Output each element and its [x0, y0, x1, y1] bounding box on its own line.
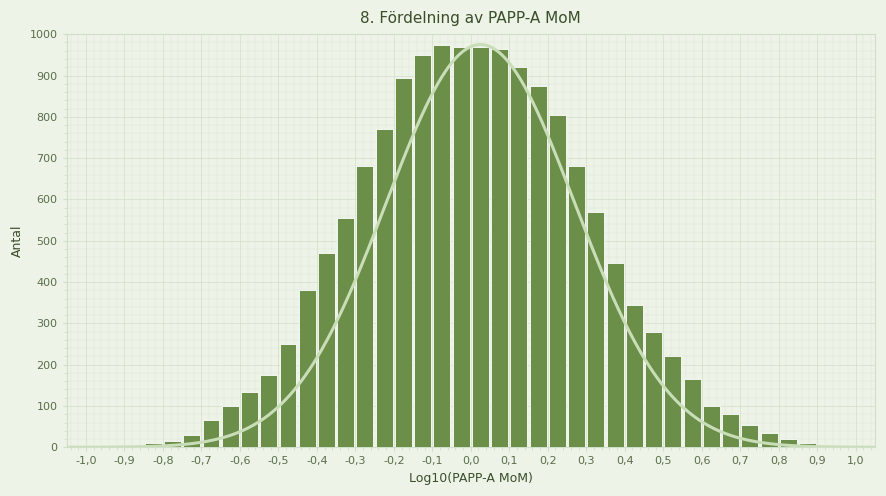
Bar — [183, 435, 200, 447]
Bar — [607, 263, 624, 447]
Bar — [742, 425, 758, 447]
Bar — [433, 45, 450, 447]
Bar — [703, 406, 719, 447]
Bar — [760, 433, 778, 447]
Bar — [780, 439, 797, 447]
Bar — [126, 445, 143, 447]
X-axis label: Log10(PAPP-A MoM): Log10(PAPP-A MoM) — [408, 472, 532, 485]
Bar — [722, 414, 739, 447]
Bar — [530, 86, 547, 447]
Bar — [299, 290, 315, 447]
Bar — [587, 212, 604, 447]
Bar — [491, 49, 509, 447]
Bar — [87, 446, 104, 447]
Bar — [338, 218, 354, 447]
Bar — [203, 421, 220, 447]
Bar — [568, 167, 585, 447]
Bar — [664, 357, 681, 447]
Bar — [260, 375, 277, 447]
Bar — [645, 332, 662, 447]
Title: 8. Fördelning av PAPP-A MoM: 8. Fördelning av PAPP-A MoM — [361, 11, 581, 26]
Bar — [472, 47, 489, 447]
Bar — [837, 446, 854, 447]
Y-axis label: Antal: Antal — [12, 225, 24, 257]
Bar — [144, 443, 162, 447]
Bar — [318, 253, 335, 447]
Bar — [222, 406, 238, 447]
Bar — [241, 391, 258, 447]
Bar — [376, 129, 392, 447]
Bar — [395, 77, 412, 447]
Bar — [819, 445, 835, 447]
Bar — [549, 115, 566, 447]
Bar — [356, 167, 373, 447]
Bar — [684, 379, 701, 447]
Bar — [106, 446, 123, 447]
Bar — [626, 305, 643, 447]
Bar — [279, 344, 297, 447]
Bar — [415, 55, 431, 447]
Bar — [453, 47, 470, 447]
Bar — [164, 441, 181, 447]
Bar — [510, 67, 527, 447]
Bar — [799, 443, 816, 447]
